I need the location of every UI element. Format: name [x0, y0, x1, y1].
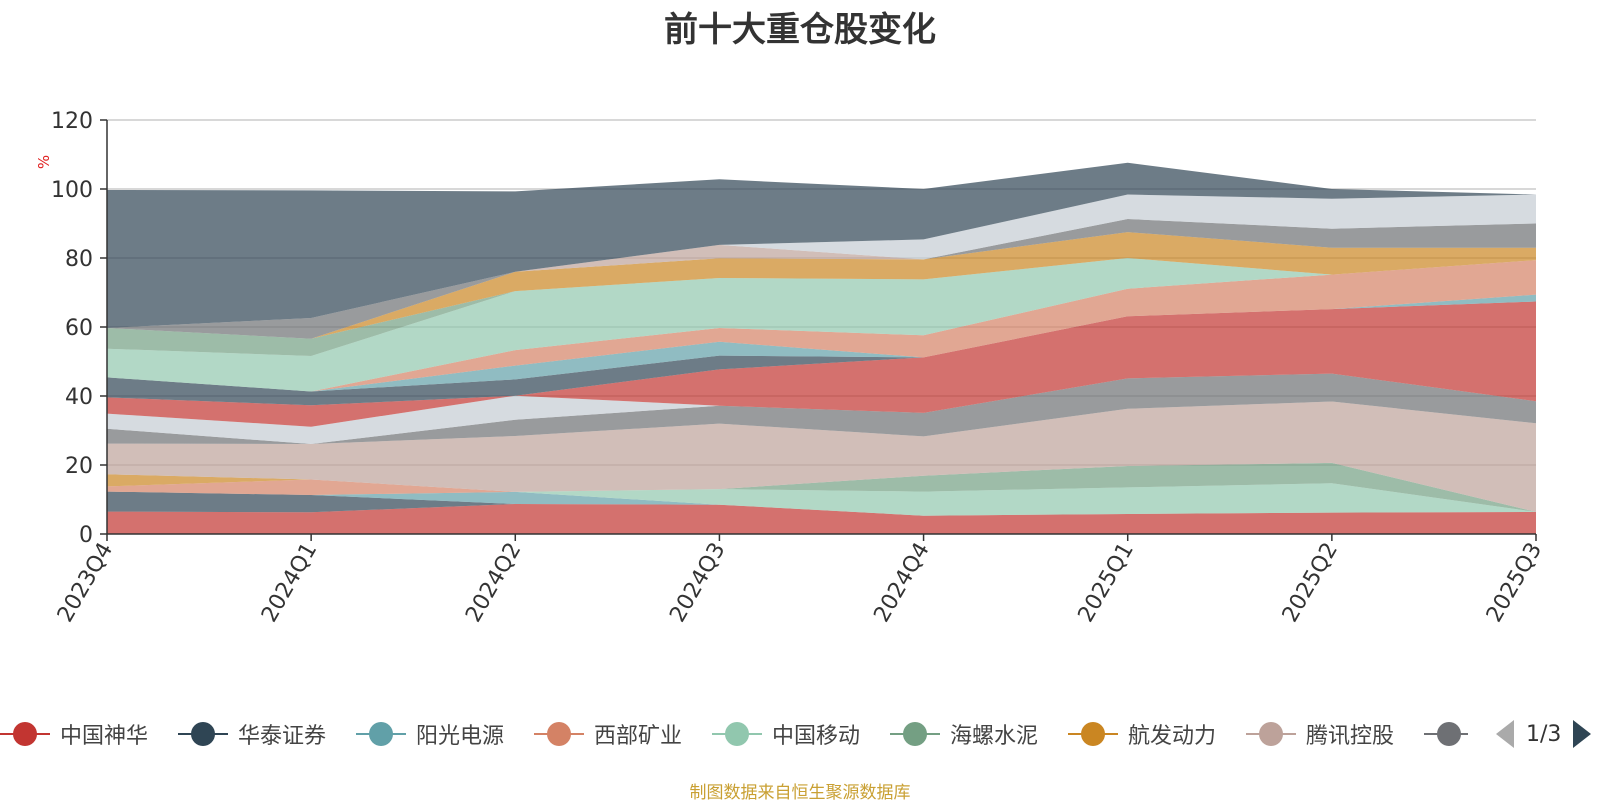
- x-tick-label: 2025Q1: [1074, 539, 1139, 627]
- legend-marker-icon: [356, 721, 406, 747]
- area-series-2: [107, 491, 1536, 516]
- y-tick-label: 80: [65, 247, 93, 272]
- legend-label: 中国移动: [772, 724, 861, 749]
- x-tick-label: 2025Q3: [1482, 539, 1547, 627]
- legend-next-page-icon[interactable]: [1573, 720, 1592, 748]
- area-series-19: [107, 194, 1536, 328]
- y-tick-label: 60: [65, 316, 93, 341]
- legend: 中国神华 华泰证券 阳光电源 西部矿业 中国移动 海螺水泥 航发动力 腾讯控股 贵: [0, 716, 1468, 752]
- area-series-7: [107, 401, 1536, 512]
- legend-item[interactable]: 腾讯控股: [1246, 716, 1394, 752]
- area-series-16: [107, 232, 1536, 339]
- area-series-layer: [107, 162, 1536, 534]
- legend-label: 西部矿业: [594, 724, 683, 749]
- x-tick-label: 2025Q2: [1278, 539, 1343, 627]
- legend-item[interactable]: 华泰证券: [178, 716, 326, 752]
- legend-marker-icon: [890, 721, 940, 747]
- legend-prev-page-icon[interactable]: [1496, 720, 1514, 748]
- legend-item[interactable]: 贵: [1424, 716, 1468, 752]
- y-tick-label: 0: [79, 523, 93, 548]
- area-series-1: [107, 491, 1536, 516]
- area-series-9: [107, 373, 1536, 444]
- area-series-4: [107, 479, 1536, 516]
- legend-page-indicator: 1/3: [1526, 721, 1562, 747]
- area-series-20: [107, 162, 1536, 328]
- y-tick-label: 40: [65, 385, 93, 410]
- area-series-10: [107, 301, 1536, 427]
- y-axis-unit-label: %: [35, 155, 53, 169]
- area-series-3: [107, 479, 1536, 516]
- x-tick-label: 2024Q4: [869, 539, 934, 627]
- x-tick-label: 2024Q3: [665, 539, 730, 627]
- legend-item[interactable]: 中国移动: [712, 716, 860, 752]
- legend-label: 海螺水泥: [950, 724, 1039, 749]
- data-source-note: 制图数据来自恒生聚源数据库: [689, 783, 911, 803]
- area-series-17: [107, 232, 1536, 339]
- legend-label: 阳光电源: [416, 724, 505, 749]
- stacked-area-chart: 0 20 40 60 80 100 120 2023Q4 2024Q1 2024Q2 2024Q3 2…: [35, 109, 1547, 627]
- x-tick-label: 2024Q1: [257, 539, 322, 627]
- area-series-8: [107, 373, 1536, 444]
- x-tick-label: 2023Q4: [53, 539, 118, 627]
- chart-title: 前十大重仓股变化: [664, 10, 936, 50]
- area-series-18: [107, 219, 1536, 339]
- legend-marker-icon: [534, 721, 584, 747]
- area-series-0: [107, 504, 1536, 534]
- legend-item[interactable]: 西部矿业: [534, 716, 682, 752]
- y-tick-label: 100: [51, 178, 93, 203]
- legend-label: 腾讯控股: [1306, 724, 1395, 749]
- legend-marker-icon: [712, 721, 762, 747]
- legend-label: 航发动力: [1128, 724, 1217, 749]
- area-series-14: [107, 258, 1536, 392]
- legend-marker-icon: [0, 721, 50, 747]
- legend-marker-icon: [178, 721, 228, 747]
- area-series-13: [107, 260, 1536, 392]
- legend-item[interactable]: 阳光电源: [356, 716, 504, 752]
- y-tick-label: 20: [65, 454, 93, 479]
- legend-label: 华泰证券: [238, 724, 327, 749]
- legend-label: 中国神华: [60, 724, 149, 749]
- area-series-15: [107, 258, 1536, 356]
- legend-item[interactable]: 海螺水泥: [890, 716, 1038, 752]
- area-series-5: [107, 462, 1536, 512]
- y-tick-label: 120: [51, 109, 93, 134]
- legend-marker-icon: [1246, 721, 1296, 747]
- legend-marker-icon: [1424, 721, 1468, 747]
- x-tick-label: 2024Q2: [461, 539, 526, 627]
- legend-pager: 1/3: [1496, 716, 1600, 752]
- legend-marker-icon: [1068, 721, 1118, 747]
- area-series-11: [107, 301, 1536, 406]
- legend-item[interactable]: 中国神华: [0, 716, 148, 752]
- legend-item[interactable]: 航发动力: [1068, 716, 1216, 752]
